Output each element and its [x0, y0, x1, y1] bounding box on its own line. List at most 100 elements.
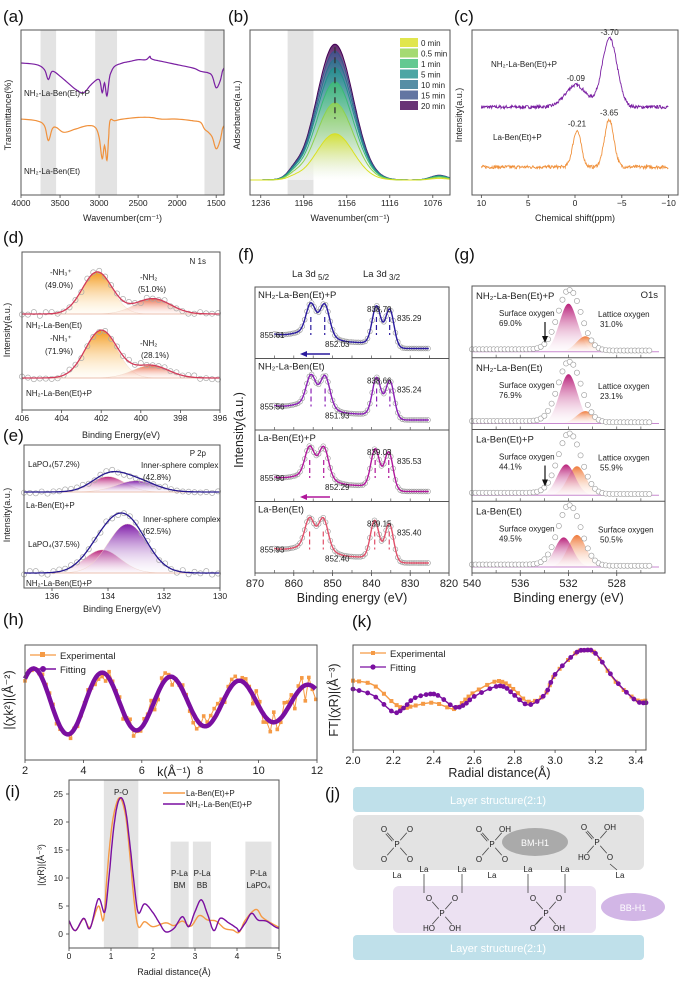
shift-arrow-head: [300, 351, 307, 357]
experimental-point: [229, 677, 234, 682]
double-bond: [534, 917, 542, 926]
bond: [431, 916, 440, 925]
experimental-point: [219, 697, 224, 702]
bond: [599, 845, 608, 854]
x-tick-label: 540: [463, 578, 481, 590]
experimental-point: [296, 684, 301, 688]
plot-frame: [254, 286, 450, 574]
data-point: [167, 368, 174, 375]
fitting-point: [631, 696, 637, 702]
component-label: LaPO₄(37.5%): [28, 540, 80, 549]
x-tick-label: 132: [157, 591, 171, 601]
bb-h1-label: BB-H1: [620, 903, 647, 913]
header-sub: 5/2: [318, 273, 330, 282]
shaded-region: [204, 30, 224, 195]
data-point: [541, 341, 548, 347]
bond: [399, 832, 408, 841]
fitting-point: [559, 663, 565, 669]
series-label: NH₂-La-Ben(Et): [24, 167, 80, 176]
fit-line: [22, 271, 220, 315]
atom-label: O: [426, 894, 432, 903]
bond: [535, 916, 544, 925]
legend-swatch: [400, 48, 418, 58]
series-label: La-Ben(Et)+P: [26, 501, 75, 510]
data-point: [299, 535, 306, 541]
data-point: [297, 469, 303, 475]
region-label: BM: [173, 881, 185, 890]
experimental-point: [257, 699, 262, 704]
experimental-point: [459, 701, 464, 706]
component-pct: (62.5%): [143, 527, 171, 536]
data-point: [385, 448, 392, 455]
data-point: [577, 524, 584, 531]
phosphate-bb-2: O O O OH P: [530, 894, 565, 933]
data-point: [364, 335, 371, 342]
x-tick-label: 5: [526, 198, 531, 208]
data-point: [91, 536, 98, 543]
legend: Experimental Fitting: [360, 649, 445, 674]
la-atom-label: La: [524, 865, 533, 874]
data-point: [577, 308, 584, 315]
legend: Experimental Fitting: [30, 651, 115, 676]
fitting-point: [464, 700, 469, 706]
atom-label: OH: [499, 825, 511, 834]
x-axis-label: Binding energy (eV): [513, 591, 623, 605]
x-tick-label: 12: [311, 765, 323, 777]
fitting-point: [471, 694, 477, 699]
region-label: P-O: [114, 788, 128, 797]
peak-label: 855.56: [260, 403, 285, 412]
data-point: [36, 312, 43, 319]
experimental-point: [507, 683, 512, 688]
x-tick-label: 6: [139, 765, 145, 777]
atom-label: O: [381, 825, 387, 834]
data-point: [156, 557, 163, 564]
corner-label: O1s: [641, 290, 659, 301]
x-tick-label: 850: [323, 578, 341, 590]
arrow-head: [542, 336, 548, 343]
experimental-point: [314, 697, 318, 702]
data-point: [42, 309, 49, 316]
bm-region: [353, 815, 644, 870]
experimental-point: [515, 691, 520, 696]
component-area: [472, 374, 664, 424]
data-point: [584, 473, 591, 480]
data-point: [559, 512, 566, 518]
data-point: [381, 536, 387, 542]
experimental-point: [107, 669, 111, 674]
bond: [494, 847, 503, 856]
series-label: NH₂-La-Ben(Et)+P: [26, 579, 92, 588]
fitting-point: [528, 702, 534, 707]
data-point: [646, 491, 653, 497]
experimental-point: [408, 704, 413, 709]
experimental-point: [394, 703, 399, 708]
left-component-pct: 44.1%: [499, 463, 522, 472]
plot-frame: [23, 444, 221, 589]
legend-label: Fitting: [60, 665, 86, 676]
double-bond: [385, 833, 393, 842]
data-point: [559, 296, 566, 303]
data-point: [85, 546, 92, 553]
bond: [386, 832, 395, 841]
fitting-point: [512, 693, 518, 698]
data-point: [72, 297, 79, 303]
experimental-point: [194, 726, 199, 731]
data-point: [138, 477, 145, 484]
experimental-point: [149, 698, 153, 703]
fit-line: [24, 512, 220, 574]
x-tick-label: 8: [197, 765, 203, 777]
y-axis-label: Intensity(a.u.): [232, 392, 246, 468]
fitting-point: [487, 686, 493, 692]
data-point: [584, 545, 591, 552]
data-point: [297, 327, 303, 333]
experimental-point: [240, 675, 245, 680]
x-tick-label: 1236: [251, 198, 270, 208]
la-atom-label: La: [561, 865, 570, 874]
y-axis-label: Intensity(a.u.): [454, 88, 464, 143]
fitting-point: [397, 708, 403, 714]
data-point: [297, 540, 303, 546]
x-axis: 2 4 6 8 10 12: [22, 760, 323, 777]
peak-label: 852.40: [325, 555, 350, 564]
data-point: [318, 305, 324, 311]
experimental-point: [289, 693, 294, 697]
data-point: [329, 544, 336, 551]
